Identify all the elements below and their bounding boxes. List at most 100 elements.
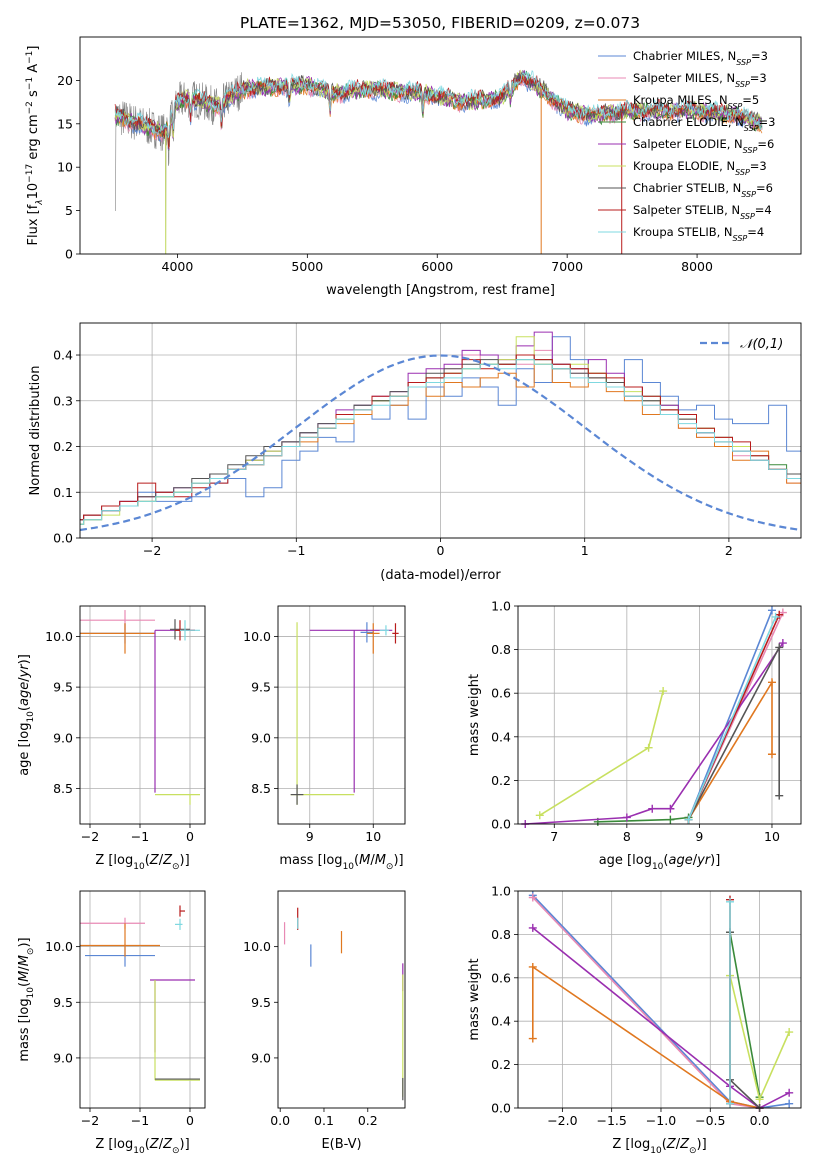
x-tick-label: 0.2 <box>358 1113 378 1128</box>
panel-mass-vs-Z: −2 −1 0 9.0 9.5 10.0 Z [log10(Z/Z⊙)] mass [log1… <box>17 890 206 1156</box>
mass-weight-marker <box>767 678 776 687</box>
mass-weight-line <box>687 647 780 820</box>
mass-weight-marker <box>767 750 776 759</box>
axes-frame <box>517 890 802 1109</box>
y-tick-label: 10.0 <box>243 629 271 644</box>
x-tick-label: 2 <box>725 543 733 558</box>
mass-weight-marker <box>785 1028 794 1037</box>
x-tick-label: 0 <box>186 1113 194 1128</box>
y-tick-label: 9.0 <box>53 730 73 745</box>
axes-frame <box>79 36 802 255</box>
legend-label: Chabrier MILES, NSSP=3 <box>633 49 768 67</box>
y-tick-label: 0.2 <box>53 439 73 454</box>
mass-weight-line <box>729 932 761 1098</box>
plot-area <box>290 622 399 805</box>
y-tick-label: 8.5 <box>251 781 271 796</box>
y-axis-label: mass weight <box>467 958 482 1040</box>
panel-residuals: −2 −1 0 1 2 0.0 0.1 0.2 0.3 0.4 𝒩(0,1) (data-model)… <box>28 322 802 583</box>
legend-label: 𝒩(0,1) <box>740 337 783 352</box>
y-tick-label: 0.0 <box>53 531 73 546</box>
mass-weight-marker <box>775 791 784 800</box>
x-tick-label: −1 <box>131 1113 149 1128</box>
x-tick-label: 8 <box>623 829 631 844</box>
y-tick-label: 10 <box>57 160 73 175</box>
y-tick-label: 9.5 <box>53 680 73 695</box>
mass-weight-marker <box>666 804 675 813</box>
x-tick-label: 4000 <box>162 259 194 274</box>
y-tick-label: 0.8 <box>491 927 511 942</box>
x-tick-label: 9 <box>306 829 314 844</box>
x-tick-label: 5000 <box>291 259 323 274</box>
histogram-step-4 <box>80 331 801 521</box>
x-axis-label: (data-model)/error <box>380 568 501 583</box>
legend-label: Salpeter ELODIE, NSSP=6 <box>633 137 774 155</box>
mass-weight-marker <box>528 1034 537 1043</box>
panel-age-vs-Z: −2 −1 0 8.5 9.0 9.5 10.0 Z [log10(Z/Z⊙)] age [lo… <box>17 605 206 872</box>
mass-weight-marker <box>726 1099 735 1108</box>
panel-spectrum: 4000 5000 6000 7000 8000 0 5 10 15 20 Chabrier MIL… <box>25 36 802 298</box>
legend: 𝒩(0,1) <box>700 337 783 352</box>
axis-label: mass [log10(M/M⊙)] <box>17 937 36 1061</box>
mass-weight-marker <box>771 612 780 621</box>
x-tick-label: 0.0 <box>750 1113 770 1128</box>
plot-area <box>80 610 200 805</box>
histogram-step-3 <box>80 359 801 525</box>
y-tick-label: 0.4 <box>491 1014 511 1029</box>
y-tick-label: 10.0 <box>243 939 271 954</box>
x-tick-label: 7000 <box>551 259 583 274</box>
mass-weight-line <box>687 679 773 821</box>
mass-weight-line <box>687 616 777 820</box>
mass-weight-marker <box>785 1099 794 1108</box>
mass-weight-marker <box>767 606 776 615</box>
mass-weight-marker <box>684 815 693 824</box>
axes-frame <box>79 322 802 539</box>
x-tick-label: 0.0 <box>270 1113 290 1128</box>
legend-label: Chabrier STELIB, NSSP=6 <box>633 181 773 199</box>
mass-weight-marker <box>528 923 537 932</box>
mass-weight-marker <box>785 1088 794 1097</box>
y-tick-label: 9.0 <box>53 1050 73 1065</box>
panel-mass-vs-EBV: 0.0 0.1 0.2 9.0 9.5 10.0 E(B-V) <box>243 890 406 1152</box>
legend-label: Salpeter MILES, NSSP=3 <box>633 71 767 89</box>
y-tick-label: 0.1 <box>53 485 73 500</box>
y-tick-label: 0.0 <box>491 817 511 832</box>
mass-weight-marker <box>648 804 657 813</box>
axes-frame <box>277 605 406 825</box>
y-axis-label: Normed distribution <box>28 366 43 496</box>
spectrum-model-line <box>115 72 763 148</box>
y-tick-label: 0.2 <box>491 1057 511 1072</box>
y-tick-label: 9.0 <box>251 1050 271 1065</box>
y-tick-label: 1.0 <box>491 599 511 614</box>
x-tick-label: −2 <box>143 543 161 558</box>
y-tick-label: 0.4 <box>491 729 511 744</box>
plot-area <box>80 905 200 1081</box>
y-tick-label: 0.8 <box>491 642 511 657</box>
y-tick-label: 9.0 <box>251 730 271 745</box>
x-tick-label: 6000 <box>421 259 453 274</box>
y-tick-label: 0.2 <box>491 773 511 788</box>
mass-weight-marker <box>528 893 537 902</box>
y-tick-label: 0.6 <box>491 686 511 701</box>
x-tick-label: 0.1 <box>314 1113 334 1128</box>
histogram-step-5 <box>80 336 801 525</box>
x-tick-label: −2.0 <box>547 1113 577 1128</box>
x-tick-label: 10 <box>764 829 780 844</box>
y-tick-label: 15 <box>57 116 73 131</box>
plot-area <box>114 69 763 254</box>
mass-weight-marker <box>666 815 675 824</box>
mass-weight-marker <box>528 962 537 971</box>
axes-frame <box>517 605 802 825</box>
mass-weight-marker <box>726 897 735 906</box>
x-tick-label: −2 <box>81 1113 99 1128</box>
mass-weight-line <box>532 927 790 1109</box>
mass-weight-line <box>532 896 760 1109</box>
x-tick-label: 7 <box>550 829 558 844</box>
mass-weight-marker <box>535 811 544 820</box>
y-tick-label: 0.6 <box>491 970 511 985</box>
plot-area <box>283 907 404 1101</box>
y-tick-label: 8.5 <box>53 781 73 796</box>
mass-weight-marker <box>659 687 668 696</box>
histogram-step-2 <box>80 363 801 525</box>
axis-label: age [log10(age/yr)] <box>599 853 721 872</box>
axis-label: E(B-V) <box>321 1137 361 1152</box>
